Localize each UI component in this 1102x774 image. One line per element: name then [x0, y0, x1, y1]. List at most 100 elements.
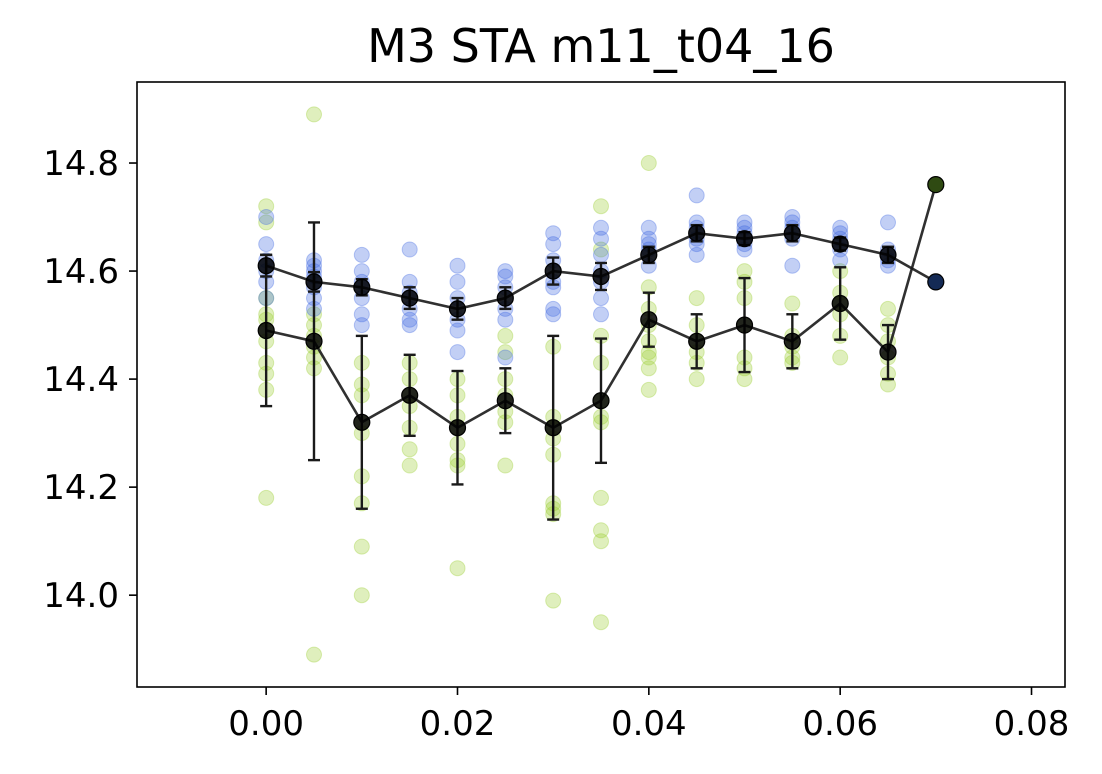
- green-data-point: [593, 614, 609, 631]
- blue-data-point: [401, 241, 418, 258]
- green-mean-marker: [353, 413, 371, 431]
- blue-data-point: [449, 344, 466, 361]
- green-data-point: [688, 371, 705, 388]
- blue-mean-marker: [544, 262, 562, 280]
- blue-mean-marker: [831, 235, 849, 253]
- green-data-point: [449, 560, 466, 577]
- green-mean-marker: [305, 332, 323, 350]
- y-tick-label: 14.8: [43, 144, 119, 184]
- green-data-point: [353, 538, 370, 555]
- x-tick-label: 0.02: [420, 704, 496, 744]
- y-tick-label: 14.4: [43, 360, 119, 400]
- blue-data-point: [353, 246, 370, 263]
- blue-data-point: [688, 187, 705, 204]
- blue-data-point: [832, 252, 849, 269]
- blue-data-point: [593, 290, 609, 307]
- green-mean-marker: [257, 321, 275, 340]
- blue-mean-marker: [735, 230, 754, 248]
- green-mean-marker: [544, 419, 562, 437]
- green-data-point: [640, 155, 657, 171]
- green-data-point: [401, 441, 418, 458]
- x-tick-label: 0.08: [994, 704, 1070, 744]
- green-mean-marker: [496, 392, 514, 410]
- x-tick-label: 0.06: [802, 704, 878, 744]
- green-data-point: [832, 349, 849, 366]
- blue-data-point: [353, 306, 370, 323]
- green-mean-marker: [401, 386, 419, 404]
- blue-mean-marker: [257, 257, 275, 275]
- blue-data-point: [449, 322, 466, 339]
- blue-data-point: [353, 317, 370, 334]
- green-data-point: [258, 198, 275, 215]
- green-data-point: [497, 457, 514, 474]
- green-mean-marker: [592, 392, 610, 410]
- chart-title: M3 STA m11_t04_16: [367, 19, 835, 73]
- blue-data-point: [593, 246, 609, 263]
- green-data-point: [401, 457, 418, 474]
- blue-data-point: [688, 246, 705, 263]
- blue-data-point: [545, 236, 562, 253]
- blue-mean-marker: [592, 267, 610, 286]
- blue-data-point: [784, 257, 801, 274]
- blue-data-point: [736, 214, 753, 231]
- blue-mean-marker: [305, 273, 323, 291]
- green-data-point: [258, 489, 275, 506]
- blue-mean-marker: [401, 289, 419, 307]
- blue-data-point: [497, 311, 514, 328]
- green-data-point: [497, 327, 514, 344]
- green-mean-marker: [783, 332, 801, 350]
- blue-data-point: [497, 349, 514, 366]
- green-data-point: [545, 592, 562, 609]
- blue-data-point: [497, 268, 514, 285]
- blue-data-point: [832, 219, 849, 236]
- green-data-point: [640, 360, 657, 377]
- green-data-point: [593, 241, 609, 258]
- green-data-point: [640, 349, 657, 366]
- blue-mean-marker: [448, 300, 467, 318]
- blue-mean-marker: [640, 246, 658, 264]
- blue-mean-marker: [688, 224, 706, 242]
- green-data-point: [593, 533, 609, 550]
- green-mean-marker: [640, 311, 658, 329]
- blue-mean-marker: [783, 224, 801, 242]
- y-tick-label: 14.2: [43, 468, 119, 508]
- green-data-point: [688, 290, 705, 307]
- blue-data-point: [545, 306, 562, 323]
- green-data-point: [593, 489, 609, 506]
- x-tick-label: 0.04: [611, 704, 687, 744]
- green-mean-marker: [879, 343, 897, 361]
- x-tick-label: 0.00: [228, 704, 304, 744]
- blue-data-point: [640, 219, 657, 236]
- plot-frame: [136, 81, 1066, 688]
- y-tick-label: 14.6: [43, 252, 119, 292]
- blue-mean-marker: [927, 273, 945, 291]
- blue-data-point: [401, 317, 418, 334]
- green-mean-marker: [927, 176, 945, 194]
- green-data-point: [258, 214, 275, 231]
- blue-data-point: [545, 300, 562, 317]
- blue-data-point: [880, 214, 896, 231]
- green-data-point: [880, 300, 896, 317]
- blue-data-point: [593, 306, 609, 323]
- blue-data-point: [449, 257, 466, 274]
- blue-mean-marker: [879, 246, 897, 264]
- blue-data-point: [449, 273, 466, 290]
- blue-data-point: [593, 219, 609, 236]
- green-data-point: [640, 381, 657, 398]
- axes: 0.00 0.02 0.04 0.06 0.08 14.0 14.2 14.4 14.6 14.8: [43, 144, 1069, 744]
- blue-data-point: [545, 225, 562, 242]
- green-mean-marker: [448, 419, 467, 437]
- green-data-point: [593, 522, 609, 539]
- blue-mean-marker: [496, 289, 514, 307]
- green-mean-marker: [735, 316, 754, 334]
- green-mean-marker: [831, 294, 849, 313]
- green-mean-marker: [688, 332, 706, 350]
- y-tick-label: 14.0: [43, 576, 119, 616]
- blue-data-point: [258, 236, 275, 253]
- green-data-point: [784, 295, 801, 312]
- green-data-point: [497, 344, 514, 361]
- blue-data-point: [497, 263, 514, 280]
- green-data-point: [306, 646, 322, 663]
- blue-data-point: [401, 311, 418, 328]
